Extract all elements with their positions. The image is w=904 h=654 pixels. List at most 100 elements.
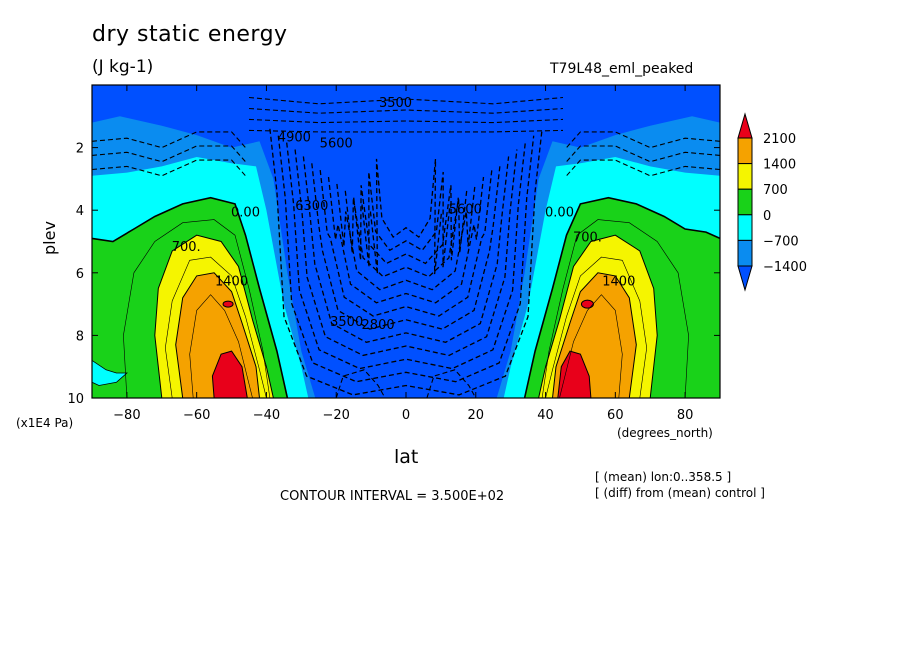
contour-lines — [92, 96, 720, 398]
field-spot-south — [222, 300, 234, 308]
y-tick-label: 2 — [76, 142, 84, 157]
contour-thin-c-1 — [559, 294, 623, 398]
contour-label: 5600 — [320, 137, 353, 152]
contour-dashed-outer-2-1 — [566, 159, 720, 177]
contour-label: 0.00 — [231, 205, 260, 220]
contour-dashed-outer-0--1 — [92, 131, 246, 149]
x-tick-label: 20 — [468, 408, 485, 423]
averaging-note: [ (mean) lon:0..358.5 ] — [595, 470, 732, 484]
contour-dashed-top-0 — [248, 96, 564, 105]
contour-label: 1400 — [215, 274, 248, 289]
colorbar-label: 700 — [763, 183, 788, 198]
contour-dashed-tropic-6 — [319, 170, 493, 317]
colorbar-segment — [737, 239, 753, 267]
contour-interval-text: CONTOUR INTERVAL = 3.500E+02 — [280, 489, 505, 504]
contour-dashed-top-3 — [248, 129, 564, 133]
contour-dashed-tropic-1 — [277, 135, 535, 383]
contour-label: 700. — [573, 231, 602, 246]
x-axis-units: (degrees_north) — [617, 426, 713, 440]
y-axis: 2 4 6 8 10 — [67, 142, 720, 407]
contour-label: 1400 — [602, 274, 635, 289]
y-axis-label: plev — [40, 221, 59, 255]
contour-thin-b-1 — [545, 256, 648, 398]
colorbar-top-arrow — [737, 112, 753, 139]
contour-dashed-tropic-12 — [369, 158, 443, 275]
contour-dashed-outer-1--1 — [92, 145, 246, 163]
contour-label: 700. — [172, 240, 201, 255]
contour-thin-a-1 — [541, 219, 689, 398]
contour-dashed-tropic-7 — [327, 176, 485, 304]
colorbar-segment — [737, 163, 753, 190]
field-spot-southwest — [92, 359, 128, 386]
contour-positive-0-0 — [92, 196, 289, 398]
chart-units: (J kg-1) — [92, 57, 154, 77]
contour-thin-a-0 — [123, 219, 271, 398]
contour-label: 0.00 — [545, 205, 574, 220]
contour-label: 4900 — [278, 130, 311, 145]
x-axis: −80 −60 −40 −20 0 20 40 60 80 — [113, 85, 693, 423]
y-axis-units: (x1E4 Pa) — [16, 416, 74, 430]
contour-label: 2800 — [362, 318, 395, 333]
contour-dashed-tropic-3 — [294, 149, 518, 357]
contour-positive-1-0 — [154, 234, 274, 398]
contour-dashed-outer-0-1 — [566, 131, 720, 149]
colorbar-segment — [737, 137, 753, 165]
chart-title: dry static energy — [92, 22, 288, 47]
contour-positive-2-1 — [552, 272, 637, 398]
contour-dashed-top-1 — [248, 107, 564, 114]
x-axis-label: lat — [394, 446, 419, 468]
colorbar-label: 0 — [763, 209, 771, 224]
contour-dashed-outer-2--1 — [92, 159, 246, 177]
x-tick-label: −60 — [183, 408, 210, 423]
contour-dashed-tropic-11 — [361, 171, 451, 268]
field-level-2100-0 — [212, 351, 248, 398]
contour-dashed-outer-1-1 — [566, 145, 720, 163]
colorbar-label: −700 — [763, 234, 799, 249]
x-tick-label: −20 — [323, 408, 350, 423]
contour-dashed-top-2 — [248, 118, 564, 124]
colorbar-bottom-arrow — [737, 265, 753, 292]
contour-label: 6300 — [295, 199, 328, 214]
x-tick-label: −40 — [253, 408, 280, 423]
contour-positive-2-0 — [175, 272, 260, 398]
colorbar-label: 1400 — [763, 158, 796, 173]
field-level-2100-1 — [557, 351, 591, 398]
x-tick-label: 80 — [677, 408, 694, 423]
contour-positive-3-0 — [211, 350, 248, 398]
y-tick-label: 6 — [76, 267, 84, 282]
colorbar-segment — [737, 188, 753, 216]
run-label: T79L48_eml_peaked — [550, 61, 694, 77]
contour-label: 3500 — [330, 315, 363, 330]
filled-contours — [92, 85, 720, 398]
contour-dashed-tropic-9 — [344, 190, 468, 278]
contour-dashed-low-a — [335, 369, 386, 398]
contour-positive-0-1 — [523, 196, 720, 398]
contour-label: 5600 — [449, 202, 482, 217]
contour-dashed-tropic-4 — [302, 156, 510, 343]
contour-positive-1-1 — [538, 234, 658, 398]
x-tick-label: 40 — [537, 408, 554, 423]
colorbar: 2100 1400 700 0 −700 −1400 — [737, 112, 807, 292]
y-tick-label: 4 — [76, 204, 84, 219]
field-spot-north — [580, 299, 594, 309]
colorbar-segment — [737, 214, 753, 241]
colorbar-label: 2100 — [763, 132, 796, 147]
contour-label: 3500 — [379, 96, 412, 111]
x-tick-label: −80 — [113, 408, 140, 423]
contour-thin-b-0 — [164, 256, 267, 398]
contour-thin-c-0 — [189, 294, 253, 398]
contour-positive-3-1 — [557, 350, 592, 398]
y-tick-label: 8 — [76, 329, 84, 344]
contour-dashed-tropic-5 — [311, 163, 501, 330]
x-tick-label: 0 — [402, 408, 410, 423]
contour-dashed-tropic-10 — [353, 185, 459, 265]
contour-dashed-low-b — [426, 369, 477, 398]
contour-dashed-tropic-0 — [269, 128, 543, 396]
x-tick-label: 60 — [607, 408, 624, 423]
contour-dashed-tropic-8 — [336, 183, 476, 291]
difference-note: [ (diff) from (mean) control ] — [595, 486, 765, 500]
y-tick-label: 10 — [67, 392, 84, 407]
colorbar-label: −1400 — [763, 260, 807, 275]
